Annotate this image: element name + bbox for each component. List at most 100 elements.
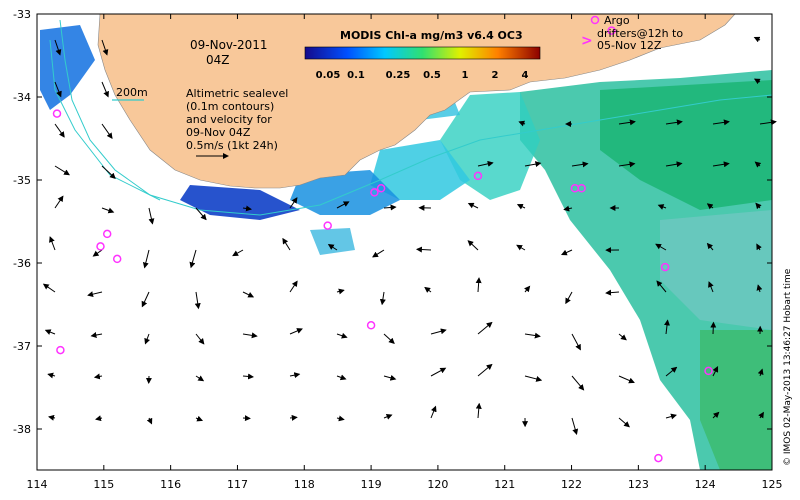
velocity-arrow: [383, 414, 393, 420]
colorbar-tick-label: 1: [462, 70, 469, 81]
velocity-arrow: [383, 374, 397, 381]
velocity-arrow: [618, 333, 627, 341]
velocity-arrow: [516, 204, 526, 210]
x-tick-label: 115: [93, 478, 114, 491]
velocity-arrow: [524, 375, 543, 382]
velocity-arrow: [618, 375, 635, 384]
velocity-arrow: [571, 375, 585, 391]
x-tick-label: 124: [695, 478, 716, 491]
velocity-arrow: [289, 372, 301, 379]
velocity-arrow: [148, 207, 155, 225]
velocity-arrow: [665, 161, 683, 168]
velocity-arrow: [194, 291, 201, 310]
colorbar-tick-label: 0.25: [386, 70, 411, 81]
altimetry-note: Altimetric sealevel (0.1m contours) and …: [186, 87, 288, 159]
velocity-arrows: [42, 36, 777, 436]
colorbar-tick-label: 4: [522, 70, 529, 81]
x-tick-label: 116: [160, 478, 181, 491]
argo-drifter-marker: [704, 366, 713, 376]
velocity-arrow: [242, 332, 258, 339]
land-mass: [97, 13, 736, 189]
velocity-arrow: [664, 319, 670, 335]
note-line-5: 0.5m/s (1kt 24h): [186, 139, 278, 152]
argo-legend-line-2: drifters@12h to: [597, 27, 683, 40]
x-tick-label: 121: [494, 478, 515, 491]
velocity-arrow: [327, 244, 338, 251]
velocity-arrow: [571, 417, 579, 436]
velocity-arrow: [101, 39, 109, 56]
credit-text: © IMOS 02-May-2013 13:46:27 Hobart time: [783, 268, 793, 466]
colorbar-tick-label: 0.1: [347, 70, 365, 81]
argo-track-symbol: >: [581, 33, 593, 49]
velocity-arrow: [655, 243, 667, 251]
y-tick-label: -33: [13, 8, 31, 21]
argo-drifter-marker: [654, 453, 663, 463]
map-date: 09-Nov-2011: [190, 38, 268, 52]
colorbar-ticks: 0.05 0.1 0.25 0.5 1 2 4: [316, 70, 529, 81]
velocity-arrow: [665, 119, 683, 126]
y-tick-label: -38: [13, 423, 31, 436]
velocity-arrow: [618, 417, 630, 428]
y-tick-label: -37: [13, 340, 31, 353]
velocity-arrow: [44, 329, 56, 335]
argo-legend: Argo drifters@12h to > 05-Nov 12Z: [581, 14, 683, 52]
velocity-arrow: [430, 367, 447, 377]
velocity-arrow: [195, 375, 205, 382]
velocity-arrow: [336, 415, 345, 422]
velocity-arrow: [759, 119, 777, 126]
plot-frame: [36, 13, 773, 471]
velocity-arrow: [242, 373, 254, 380]
velocity-arrow: [753, 36, 761, 43]
velocity-arrow: [92, 249, 103, 257]
velocity-arrow: [54, 123, 65, 138]
argo-drifter-marker: [577, 184, 586, 193]
velocity-arrow: [101, 207, 115, 214]
velocity-arrow: [665, 413, 677, 420]
velocity-arrow: [48, 414, 56, 421]
velocity-arrow: [141, 291, 150, 308]
velocity-arrow: [424, 286, 432, 293]
x-tick-label: 119: [361, 478, 382, 491]
argo-drifter-marker: [376, 184, 386, 193]
velocity-arrow: [518, 120, 526, 127]
x-tick-label: 118: [294, 478, 315, 491]
velocity-arrow: [708, 281, 714, 293]
velocity-arrow: [571, 333, 581, 351]
y-tick-label: -36: [13, 257, 31, 270]
note-line-4: 09-Nov 04Z: [186, 126, 251, 139]
argo-drifter-marker: [52, 109, 62, 118]
velocity-arrow: [42, 283, 56, 293]
colorbar-tick-label: 2: [492, 70, 499, 81]
velocity-arrow: [289, 197, 298, 209]
velocity-arrow: [289, 328, 303, 335]
velocity-arrow: [415, 246, 432, 253]
velocity-arrow: [372, 249, 385, 258]
bathymetry-legend-label: 200m: [116, 86, 148, 99]
velocity-arrow: [101, 123, 113, 140]
bathymetry-contour-200m: [59, 19, 773, 216]
velocity-arrow: [289, 414, 298, 421]
argo-drifter-marker: [473, 171, 483, 181]
velocity-arrow: [87, 291, 103, 298]
velocity-arrow: [563, 205, 573, 212]
velocity-arrow: [379, 291, 386, 306]
velocity-arrow: [336, 288, 345, 295]
velocity-arrow: [289, 280, 298, 293]
colorbar-tick-label: 0.05: [316, 70, 341, 81]
x-tick-label: 117: [227, 478, 248, 491]
velocity-arrow: [195, 415, 204, 422]
x-tick-label: 114: [27, 478, 48, 491]
y-axis-ticks: -33 -34 -35 -36 -37 -38: [13, 8, 772, 436]
velocity-arrow: [383, 204, 397, 211]
argo-drifter-marker: [96, 242, 105, 251]
velocity-arrow: [93, 373, 103, 380]
note-line-1: Altimetric sealevel: [186, 87, 288, 100]
x-tick-label: 120: [427, 478, 448, 491]
velocity-arrow: [336, 332, 348, 339]
velocity-arrow: [712, 119, 730, 126]
argo-drifter-marker: [366, 321, 376, 330]
velocity-arrow: [477, 363, 493, 377]
note-line-3: and velocity for: [186, 113, 272, 126]
velocity-arrow: [430, 405, 437, 419]
velocity-arrow: [467, 240, 479, 251]
